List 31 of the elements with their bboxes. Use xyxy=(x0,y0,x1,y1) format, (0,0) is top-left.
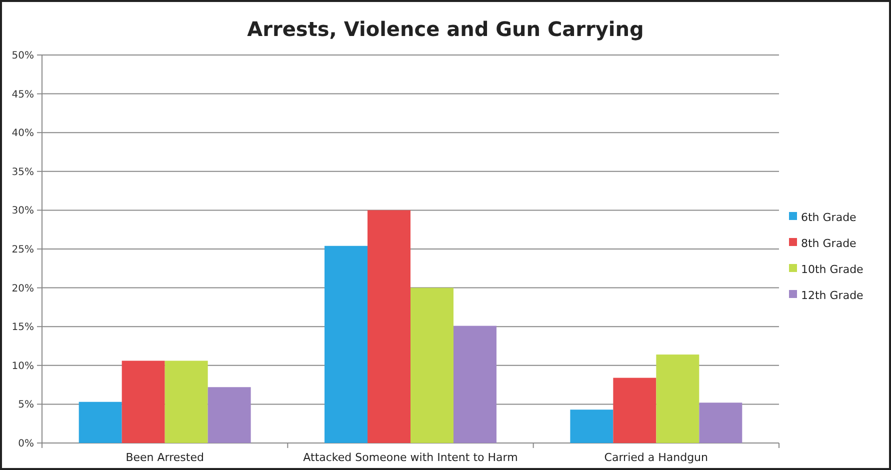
legend-label: 6th Grade xyxy=(801,210,857,224)
y-tick-label: 30% xyxy=(12,206,34,217)
bar xyxy=(699,402,742,443)
x-tick-label: Attacked Someone with Intent to Harm xyxy=(303,451,518,464)
bar xyxy=(570,410,614,443)
y-tick-label: 5% xyxy=(18,400,34,411)
bar xyxy=(368,210,410,443)
y-tick-label: 15% xyxy=(12,322,34,334)
y-tick-label: 0% xyxy=(18,438,34,450)
legend-label: 12th Grade xyxy=(801,288,864,302)
x-tick-label: Carried a Handgun xyxy=(604,451,708,464)
x-tick-label: Been Arrested xyxy=(126,451,204,464)
y-tick-label: 40% xyxy=(12,128,34,140)
y-tick-label: 25% xyxy=(12,244,34,256)
bar xyxy=(656,354,700,443)
legend-label: 10th Grade xyxy=(801,262,864,276)
legend-label: 8th Grade xyxy=(801,236,857,250)
bar xyxy=(453,326,496,443)
bar xyxy=(324,246,368,443)
y-tick-label: 45% xyxy=(12,89,34,100)
y-tick-label: 10% xyxy=(12,360,34,372)
y-tick-label: 35% xyxy=(12,166,34,178)
chart-title: Arrests, Violence and Gun Carrying xyxy=(247,17,644,41)
bar xyxy=(164,360,208,443)
bar xyxy=(208,387,251,443)
y-tick-label: 50% xyxy=(12,50,34,62)
bar xyxy=(122,360,165,443)
bar xyxy=(410,288,454,443)
y-tick-label: 20% xyxy=(12,283,34,294)
bar xyxy=(78,402,122,443)
bar xyxy=(613,378,656,443)
